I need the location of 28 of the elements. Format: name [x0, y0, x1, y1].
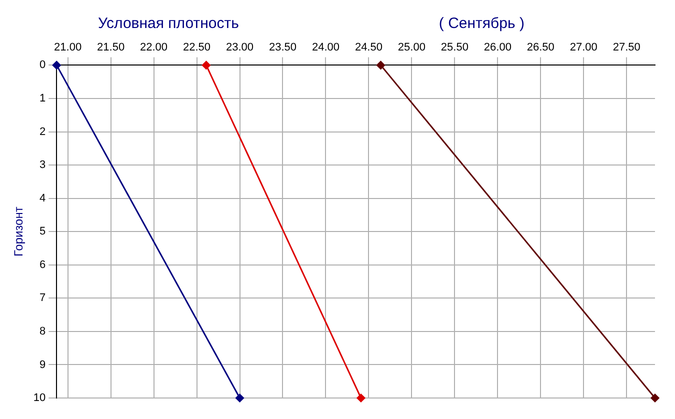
x-tick-label: 27.00	[570, 42, 598, 54]
x-tick-label: 24.50	[354, 42, 382, 54]
x-tick-label: 21.00	[54, 42, 82, 54]
x-tick-label: 24.00	[312, 42, 340, 54]
y-tick-label: 9	[40, 358, 46, 371]
y-tick-label: 7	[40, 292, 46, 304]
y-tick-label: 6	[40, 258, 46, 271]
x-tick-label: 26.50	[526, 42, 554, 54]
y-tick-label: 2	[40, 126, 46, 138]
x-tick-label: 25.00	[398, 42, 426, 54]
chart-title: Условная плотность	[98, 14, 239, 32]
x-tick-label: 23.00	[226, 42, 254, 54]
x-tick-label: 23.50	[268, 42, 297, 54]
x-tick-label: 26.00	[484, 42, 512, 54]
x-tick-label: 25.50	[440, 42, 468, 54]
x-tick-label: 27.50	[612, 42, 640, 54]
y-tick-label: 5	[40, 226, 46, 238]
x-tick-label: 21.50	[97, 42, 125, 54]
y-tick-label: 1	[40, 92, 46, 105]
y-tick-label: 3	[40, 159, 46, 172]
y-axis-title: Горизонт	[12, 206, 26, 257]
y-tick-label: 0	[40, 59, 46, 72]
chart-subtitle: ( Сентябрь )	[438, 14, 524, 32]
y-tick-label: 10	[33, 392, 46, 404]
x-tick-label: 22.50	[183, 42, 211, 54]
y-tick-label: 4	[40, 192, 46, 204]
y-tick-label: 8	[40, 325, 46, 338]
x-tick-label: 22.00	[140, 42, 168, 54]
